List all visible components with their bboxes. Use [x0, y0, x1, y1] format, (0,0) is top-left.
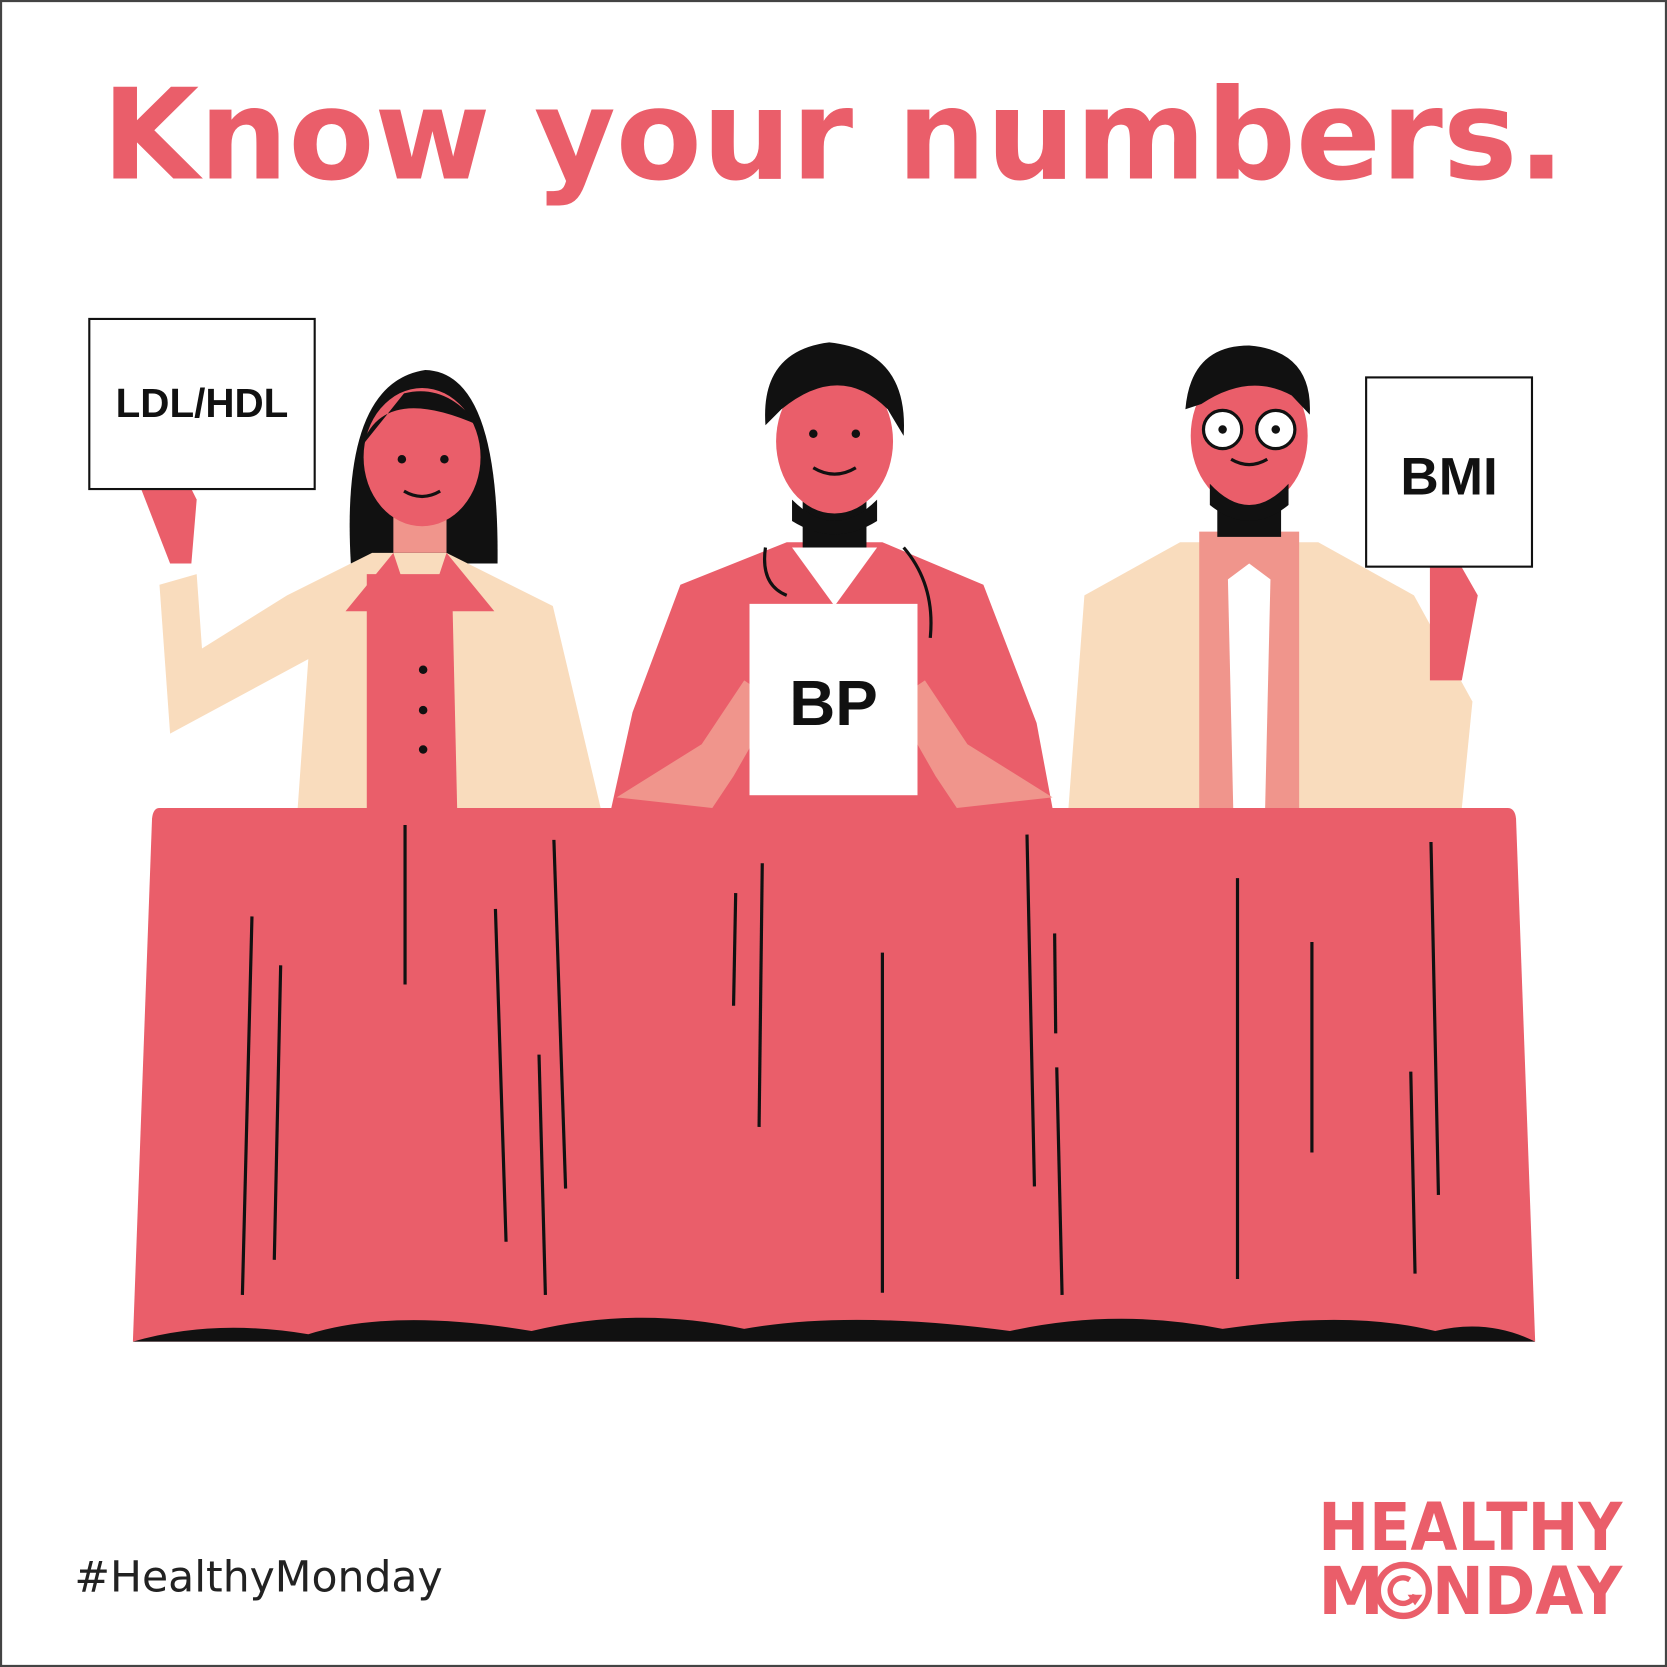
healthy-monday-logo: HEALTHY M NDAY: [1318, 1489, 1623, 1630]
person-woman: [132, 369, 601, 808]
svg-text:NDAY: NDAY: [1432, 1553, 1623, 1630]
headline: Know your numbers.: [102, 63, 1565, 209]
svg-text:HEALTHY: HEALTHY: [1318, 1489, 1623, 1566]
sign-ldl-hdl: LDL/HDL: [88, 317, 316, 491]
sign-bmi: BMI: [1365, 376, 1534, 568]
sign-bp: BP: [749, 603, 918, 796]
person-right: [1068, 345, 1478, 808]
svg-text:BP: BP: [789, 667, 878, 739]
svg-text:LDL/HDL: LDL/HDL: [116, 380, 289, 426]
refresh-o-icon: [1374, 1561, 1433, 1620]
svg-text:BMI: BMI: [1400, 447, 1497, 506]
svg-text:M: M: [1318, 1553, 1384, 1630]
hashtag: #HealthyMonday: [74, 1554, 442, 1603]
table-cloth: [132, 807, 1536, 1342]
